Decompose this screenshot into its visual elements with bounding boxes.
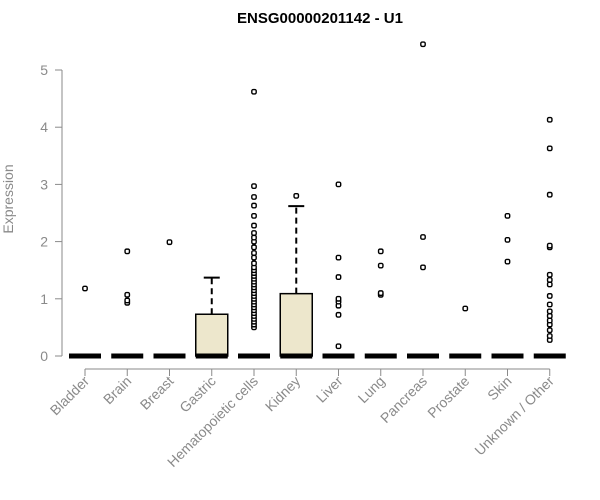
outlier-point	[546, 191, 553, 198]
x-tick-label: Liver	[313, 373, 346, 406]
x-tick-label: Prostate	[424, 373, 472, 421]
x-tick-label: Unknown / Other	[471, 373, 557, 459]
outlier-point	[420, 41, 426, 48]
outlier-point	[420, 234, 426, 240]
y-axis: 0 1 2 3 4 5	[40, 62, 63, 364]
outlier-point	[546, 277, 553, 283]
x-tick-label: Skin	[484, 373, 515, 404]
y-tick-label: 3	[40, 176, 48, 192]
y-tick-label: 5	[40, 62, 48, 78]
y-tick-label: 0	[40, 348, 48, 364]
outlier-point	[377, 262, 384, 269]
outlier-point	[335, 311, 342, 318]
outlier-point	[504, 212, 511, 219]
y-tick-label: 4	[40, 119, 48, 135]
outlier-point	[335, 181, 342, 188]
outlier-point	[251, 230, 257, 236]
box-skin	[491, 212, 524, 359]
outlier-point	[546, 327, 553, 334]
outlier-point	[546, 293, 553, 299]
box-pancreas	[407, 41, 439, 359]
outlier-point	[335, 343, 342, 350]
outlier-point	[251, 254, 257, 261]
x-tick-label: Pancreas	[377, 373, 430, 426]
outlier-point	[504, 258, 511, 265]
outlier-point	[546, 301, 553, 308]
outlier-point	[251, 194, 257, 200]
outlier-point	[124, 248, 131, 255]
y-tick-label: 1	[40, 291, 48, 307]
outlier-point	[251, 183, 257, 190]
outlier-point	[251, 234, 257, 241]
box-bladder	[69, 285, 101, 359]
outlier-point	[546, 116, 553, 123]
outlier-point	[251, 202, 257, 209]
outlier-point	[546, 308, 553, 315]
y-tick-label: 2	[40, 234, 48, 250]
box-hematopoietic-cells	[238, 88, 270, 359]
outlier-point	[335, 254, 342, 261]
outlier-point	[335, 295, 342, 302]
x-tick-label: Lung	[355, 373, 388, 406]
box-unknown-other	[533, 116, 566, 359]
chart-title: ENSG00000201142 - U1	[237, 10, 403, 27]
outlier-point	[420, 264, 426, 271]
outlier-point	[166, 239, 173, 246]
x-tick-label: Breast	[137, 373, 177, 413]
outlier-point	[293, 192, 300, 199]
box-rect	[279, 292, 313, 357]
outlier-point	[377, 290, 384, 296]
y-axis-label: Expression	[0, 164, 16, 233]
outlier-point	[251, 212, 257, 219]
box-kidney	[279, 192, 313, 359]
outlier-point	[546, 242, 553, 249]
outlier-point	[546, 145, 553, 152]
x-tick-label: Brain	[100, 373, 134, 407]
box-breast	[153, 239, 186, 359]
outlier-point	[124, 297, 131, 304]
outlier-point	[251, 260, 257, 267]
outlier-point	[546, 271, 553, 278]
outlier-point	[251, 244, 257, 251]
x-tick-label: Kidney	[262, 373, 304, 415]
x-tick-label: Bladder	[47, 373, 93, 419]
box-liver	[322, 181, 355, 359]
box-rect	[195, 313, 229, 357]
outlier-point	[251, 222, 257, 229]
outlier-point	[124, 291, 131, 298]
outlier-point	[546, 333, 553, 339]
box-gastric	[195, 276, 229, 359]
outlier-point	[251, 250, 257, 256]
outlier-point	[462, 305, 469, 312]
outlier-point	[504, 236, 511, 243]
outlier-point	[251, 88, 257, 95]
outlier-point	[335, 274, 342, 280]
outlier-point	[546, 313, 553, 319]
box-prostate	[449, 305, 482, 359]
outlier-point	[546, 281, 553, 288]
box-lung	[364, 248, 397, 359]
outlier-point	[82, 285, 88, 292]
outlier-point	[546, 317, 553, 324]
boxes	[69, 41, 566, 359]
outlier-point	[377, 248, 384, 255]
box-brain	[111, 248, 144, 359]
